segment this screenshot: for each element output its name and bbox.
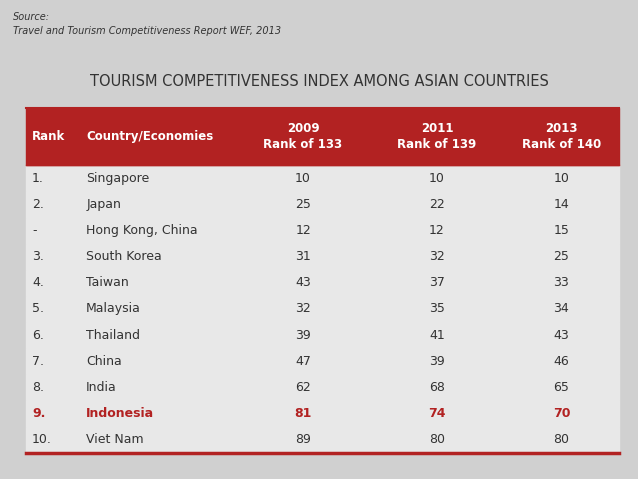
Text: 68: 68: [429, 381, 445, 394]
Text: 4.: 4.: [32, 276, 44, 289]
Text: 43: 43: [554, 329, 569, 342]
Bar: [26, 244, 619, 270]
Bar: [26, 322, 619, 348]
Text: 3.: 3.: [32, 250, 44, 263]
Text: China: China: [86, 355, 122, 368]
Text: 9.: 9.: [32, 407, 45, 420]
Text: 2009
Rank of 133: 2009 Rank of 133: [263, 122, 343, 151]
Text: 5.: 5.: [32, 302, 44, 316]
Bar: [26, 270, 619, 296]
Text: -: -: [32, 224, 36, 237]
Text: 35: 35: [429, 302, 445, 316]
Text: 1.: 1.: [32, 172, 44, 185]
Text: 65: 65: [554, 381, 569, 394]
Text: 43: 43: [295, 276, 311, 289]
Text: 39: 39: [429, 355, 445, 368]
Bar: [26, 426, 619, 453]
Text: 12: 12: [295, 224, 311, 237]
Bar: [26, 165, 619, 192]
Text: Viet Nam: Viet Nam: [86, 433, 144, 446]
Text: 6.: 6.: [32, 329, 44, 342]
Text: 41: 41: [429, 329, 445, 342]
Text: 2013
Rank of 140: 2013 Rank of 140: [522, 122, 601, 151]
Text: Indonesia: Indonesia: [86, 407, 154, 420]
Text: 32: 32: [429, 250, 445, 263]
Text: 34: 34: [554, 302, 569, 316]
Text: 47: 47: [295, 355, 311, 368]
Text: 32: 32: [295, 302, 311, 316]
Text: 25: 25: [554, 250, 569, 263]
Text: 80: 80: [553, 433, 570, 446]
Text: 2.: 2.: [32, 198, 44, 211]
Text: 81: 81: [294, 407, 312, 420]
Text: 15: 15: [554, 224, 569, 237]
Bar: [26, 348, 619, 374]
Text: Malaysia: Malaysia: [86, 302, 141, 316]
Text: Travel and Tourism Competitiveness Report WEF, 2013: Travel and Tourism Competitiveness Repor…: [13, 26, 281, 36]
Text: Japan: Japan: [86, 198, 121, 211]
Text: 10: 10: [429, 172, 445, 185]
Text: Thailand: Thailand: [86, 329, 140, 342]
Text: 46: 46: [554, 355, 569, 368]
Text: 10.: 10.: [32, 433, 52, 446]
Text: Hong Kong, China: Hong Kong, China: [86, 224, 198, 237]
Text: 12: 12: [429, 224, 445, 237]
Text: 14: 14: [554, 198, 569, 211]
Text: Country/Economies: Country/Economies: [86, 130, 213, 143]
Text: India: India: [86, 381, 117, 394]
Text: 25: 25: [295, 198, 311, 211]
Text: 2011
Rank of 139: 2011 Rank of 139: [397, 122, 477, 151]
Bar: [26, 374, 619, 400]
Text: 7.: 7.: [32, 355, 44, 368]
Bar: [26, 192, 619, 217]
Text: 80: 80: [429, 433, 445, 446]
Text: Rank: Rank: [32, 130, 65, 143]
Text: 89: 89: [295, 433, 311, 446]
Text: 62: 62: [295, 381, 311, 394]
Text: 31: 31: [295, 250, 311, 263]
Text: Singapore: Singapore: [86, 172, 149, 185]
Bar: [26, 296, 619, 322]
Text: Taiwan: Taiwan: [86, 276, 129, 289]
Bar: [26, 217, 619, 244]
Text: Source:: Source:: [13, 12, 50, 22]
Text: 22: 22: [429, 198, 445, 211]
Text: TOURISM COMPETITIVENESS INDEX AMONG ASIAN COUNTRIES: TOURISM COMPETITIVENESS INDEX AMONG ASIA…: [89, 74, 549, 89]
Text: South Korea: South Korea: [86, 250, 162, 263]
Text: 10: 10: [554, 172, 569, 185]
Text: 70: 70: [553, 407, 570, 420]
Text: 74: 74: [428, 407, 446, 420]
Text: 37: 37: [429, 276, 445, 289]
Text: 33: 33: [554, 276, 569, 289]
Text: 39: 39: [295, 329, 311, 342]
Text: 8.: 8.: [32, 381, 44, 394]
Bar: [26, 108, 619, 165]
Text: 10: 10: [295, 172, 311, 185]
Bar: [26, 400, 619, 426]
